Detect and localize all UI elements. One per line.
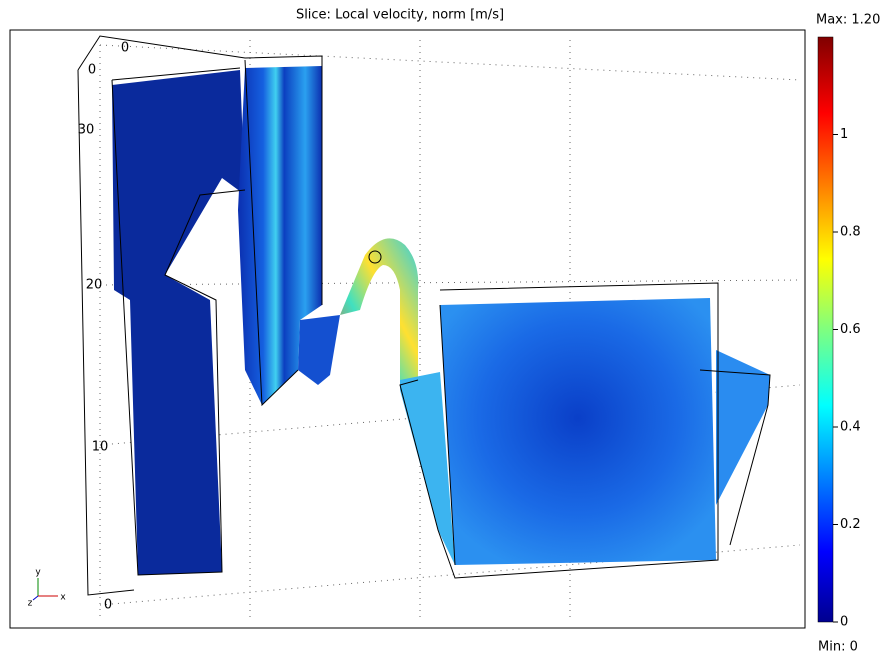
colorbar-tick-label: 0.2 bbox=[840, 517, 861, 532]
colorbar-tick-label: 0 bbox=[840, 615, 848, 630]
colorbar-tick-label: 0.4 bbox=[840, 420, 861, 435]
triad-label: z bbox=[28, 599, 33, 609]
plot-title: Slice: Local velocity, norm [m/s] bbox=[296, 8, 504, 23]
axis-label: 10 bbox=[92, 440, 109, 455]
page: Slice: Local velocity, norm [m/s] 0 0 30 20… bbox=[0, 0, 888, 664]
triad-label: x bbox=[60, 593, 66, 603]
plot-window: Slice: Local velocity, norm [m/s] 0 0 30 20… bbox=[0, 0, 888, 664]
colorbar-min: Min: 0 bbox=[818, 640, 858, 655]
axis-label: 0 bbox=[121, 41, 129, 56]
colorbar-tick-label: 1 bbox=[840, 127, 848, 142]
axis-label: 20 bbox=[86, 278, 103, 293]
axis-label: 0 bbox=[104, 598, 112, 613]
colorbar-max: Max: 1.20 bbox=[816, 13, 880, 28]
axis-label: 30 bbox=[78, 123, 95, 138]
colorbar bbox=[818, 37, 833, 622]
colorbar-tick-label: 0.8 bbox=[840, 225, 861, 240]
triad-label: y bbox=[35, 568, 41, 578]
colorbar-tick-label: 0.6 bbox=[840, 322, 861, 337]
axis-label: 0 bbox=[88, 63, 96, 78]
